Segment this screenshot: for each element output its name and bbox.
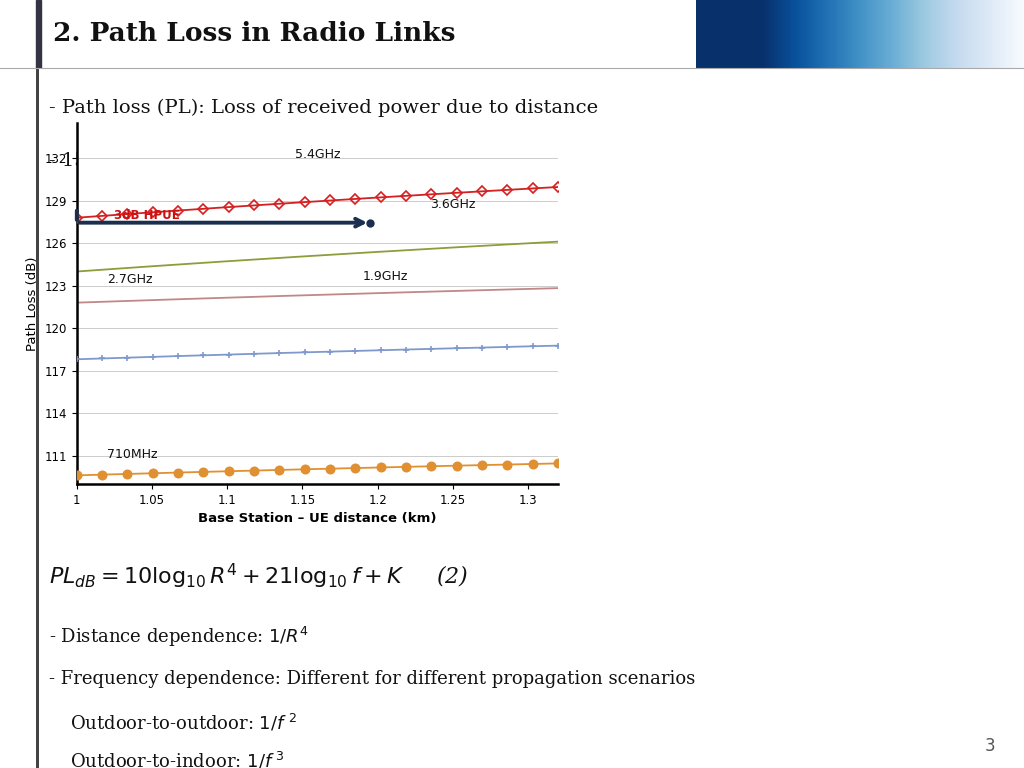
Text: 710MHz: 710MHz (106, 449, 158, 462)
Text: 5.4GHz: 5.4GHz (295, 148, 340, 161)
Text: Outdoor-to-outdoor: $1/f^{\ 2}$: Outdoor-to-outdoor: $1/f^{\ 2}$ (70, 712, 297, 733)
Text: - Path loss (PL): Loss of received power due to distance: - Path loss (PL): Loss of received power… (49, 99, 598, 118)
Text: 3.6GHz: 3.6GHz (430, 198, 475, 210)
Text: - Frequency dependence: Different for different propagation scenarios: - Frequency dependence: Different for di… (49, 670, 695, 688)
Text: 1.9GHz: 1.9GHz (362, 270, 408, 283)
Text: - Distance dependence: $1/R^4$: - Distance dependence: $1/R^4$ (49, 624, 309, 648)
Text: 2. Path Loss in Radio Links: 2. Path Loss in Radio Links (53, 22, 456, 46)
Text: $PL_{dB} = 10\log_{10} R^4 + 21\log_{10} f + K$     (2): $PL_{dB} = 10\log_{10} R^4 + 21\log_{10}… (49, 561, 469, 591)
Text: 3: 3 (985, 737, 995, 756)
Text: 2.7GHz: 2.7GHz (106, 273, 153, 286)
Text: - 15-m height base-station to mobile path loss: - 15-m height base-station to mobile pat… (49, 151, 502, 170)
Text: 3dB HPUE: 3dB HPUE (115, 209, 180, 222)
Bar (36, 68, 39, 768)
Bar (36, 0, 41, 68)
Y-axis label: Path Loss (dB): Path Loss (dB) (26, 256, 39, 351)
X-axis label: Base Station – UE distance (km): Base Station – UE distance (km) (199, 512, 436, 525)
Text: Outdoor-to-indoor: $1/f^{\ 3}$: Outdoor-to-indoor: $1/f^{\ 3}$ (70, 750, 285, 768)
